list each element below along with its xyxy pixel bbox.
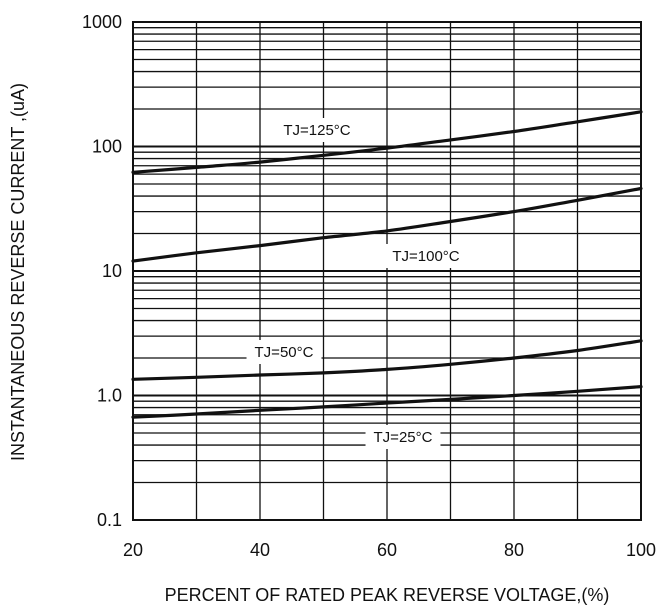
grid-minor bbox=[133, 22, 641, 520]
y-ticks: 0.1 1.0 10 100 1000 bbox=[82, 12, 122, 530]
x-tick-label: 80 bbox=[504, 540, 524, 560]
y-tick-label: 1000 bbox=[82, 12, 122, 32]
x-axis-title: PERCENT OF RATED PEAK REVERSE VOLTAGE,(%… bbox=[165, 585, 610, 605]
y-axis-title: INSTANTANEOUS REVERSE CURRENT ,(uA) bbox=[8, 83, 28, 461]
series-label-bg bbox=[384, 244, 468, 268]
series-line-2 bbox=[131, 339, 643, 381]
y-tick-label: 10 bbox=[102, 261, 122, 281]
series-label-bg bbox=[275, 118, 359, 142]
plot-frame bbox=[132, 21, 642, 521]
y-tick-label: 100 bbox=[92, 137, 122, 157]
x-ticks: 20 40 60 80 100 bbox=[123, 540, 656, 560]
series-line-0 bbox=[131, 110, 643, 174]
x-tick-label: 20 bbox=[123, 540, 143, 560]
series-line-1 bbox=[131, 186, 643, 263]
y-tick-label: 0.1 bbox=[97, 510, 122, 530]
x-tick-label: 40 bbox=[250, 540, 270, 560]
x-tick-label: 100 bbox=[626, 540, 656, 560]
y-tick-label: 1.0 bbox=[97, 386, 122, 406]
series-layer bbox=[131, 110, 643, 419]
series-label-bg bbox=[365, 425, 441, 449]
series-label-bg bbox=[246, 340, 322, 364]
label-layer: TJ=125°C TJ=100°C TJ=50°C TJ=25°C bbox=[246, 118, 468, 449]
series-label: TJ=25°C bbox=[374, 429, 433, 446]
series-label: TJ=50°C bbox=[255, 344, 314, 361]
series-label: TJ=125°C bbox=[283, 122, 350, 139]
series-label: TJ=100°C bbox=[392, 248, 459, 265]
series-line-3 bbox=[131, 385, 643, 419]
x-tick-label: 60 bbox=[377, 540, 397, 560]
